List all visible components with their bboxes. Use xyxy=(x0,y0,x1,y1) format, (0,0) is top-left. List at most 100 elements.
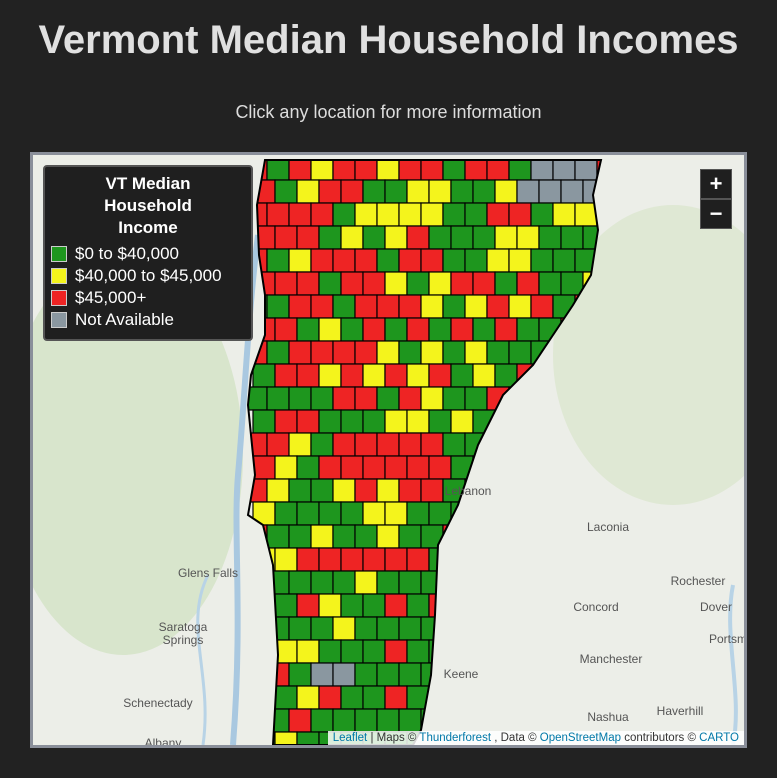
town[interactable] xyxy=(252,593,276,618)
town[interactable] xyxy=(296,317,320,342)
town[interactable] xyxy=(605,548,627,571)
town[interactable] xyxy=(288,616,312,641)
town[interactable] xyxy=(406,317,430,342)
town[interactable] xyxy=(516,501,540,526)
town[interactable] xyxy=(494,317,518,342)
town[interactable] xyxy=(494,685,518,710)
town[interactable] xyxy=(398,662,422,687)
town[interactable] xyxy=(310,294,334,319)
town[interactable] xyxy=(252,455,276,480)
town[interactable] xyxy=(538,271,562,296)
town[interactable] xyxy=(340,179,364,204)
town[interactable] xyxy=(582,685,605,710)
town[interactable] xyxy=(384,501,408,526)
town[interactable] xyxy=(340,547,364,572)
town[interactable] xyxy=(362,317,386,342)
town[interactable] xyxy=(494,547,518,572)
town[interactable] xyxy=(266,294,290,319)
town[interactable] xyxy=(450,179,474,204)
town[interactable] xyxy=(472,179,496,204)
town[interactable] xyxy=(362,501,386,526)
town[interactable] xyxy=(538,455,562,480)
town[interactable] xyxy=(376,386,400,411)
town[interactable] xyxy=(274,455,298,480)
town[interactable] xyxy=(310,662,334,687)
town[interactable] xyxy=(560,455,584,480)
town[interactable] xyxy=(274,685,298,710)
town[interactable] xyxy=(362,547,386,572)
town[interactable] xyxy=(318,409,342,434)
town[interactable] xyxy=(384,593,408,618)
town[interactable] xyxy=(428,363,452,388)
town[interactable] xyxy=(376,202,400,227)
town[interactable] xyxy=(354,708,378,733)
town[interactable] xyxy=(288,202,312,227)
town[interactable] xyxy=(428,317,452,342)
town[interactable] xyxy=(486,248,510,273)
town[interactable] xyxy=(384,363,408,388)
town[interactable] xyxy=(442,294,466,319)
town[interactable] xyxy=(530,478,554,503)
town[interactable] xyxy=(362,271,386,296)
town[interactable] xyxy=(420,616,444,641)
town[interactable] xyxy=(310,570,334,595)
town[interactable] xyxy=(494,455,518,480)
town[interactable] xyxy=(406,593,430,618)
town[interactable] xyxy=(530,524,554,549)
town[interactable] xyxy=(296,731,320,745)
town[interactable] xyxy=(428,271,452,296)
town[interactable] xyxy=(596,202,619,227)
town[interactable] xyxy=(296,639,320,664)
town[interactable] xyxy=(296,501,320,526)
town[interactable] xyxy=(552,570,576,595)
town[interactable] xyxy=(472,271,496,296)
town[interactable] xyxy=(530,662,554,687)
town[interactable] xyxy=(288,570,312,595)
town[interactable] xyxy=(296,455,320,480)
town[interactable] xyxy=(574,662,598,687)
town[interactable] xyxy=(398,202,422,227)
town[interactable] xyxy=(310,340,334,365)
town[interactable] xyxy=(428,455,452,480)
town[interactable] xyxy=(245,478,268,503)
town[interactable] xyxy=(354,570,378,595)
town[interactable] xyxy=(340,685,364,710)
town[interactable] xyxy=(274,409,298,434)
town[interactable] xyxy=(362,409,386,434)
town[interactable] xyxy=(354,662,378,687)
town[interactable] xyxy=(296,409,320,434)
town[interactable] xyxy=(332,616,356,641)
town[interactable] xyxy=(332,662,356,687)
town[interactable] xyxy=(376,294,400,319)
town[interactable] xyxy=(274,501,298,526)
town[interactable] xyxy=(354,524,378,549)
town[interactable] xyxy=(384,547,408,572)
town[interactable] xyxy=(340,501,364,526)
town[interactable] xyxy=(574,478,598,503)
town[interactable] xyxy=(274,363,298,388)
town[interactable] xyxy=(472,593,496,618)
town[interactable] xyxy=(582,547,605,572)
town[interactable] xyxy=(574,616,598,641)
town[interactable] xyxy=(464,570,488,595)
town[interactable] xyxy=(266,570,290,595)
town[interactable] xyxy=(464,708,488,733)
town[interactable] xyxy=(252,363,276,388)
town[interactable] xyxy=(340,593,364,618)
town[interactable] xyxy=(376,478,400,503)
town[interactable] xyxy=(398,432,422,457)
town[interactable] xyxy=(362,685,386,710)
town[interactable] xyxy=(442,202,466,227)
town[interactable] xyxy=(552,432,576,457)
town[interactable] xyxy=(472,455,496,480)
town[interactable] xyxy=(376,340,400,365)
town[interactable] xyxy=(354,616,378,641)
town[interactable] xyxy=(538,225,562,250)
town[interactable] xyxy=(406,363,430,388)
town[interactable] xyxy=(560,685,584,710)
town[interactable] xyxy=(486,524,510,549)
town[interactable] xyxy=(318,363,342,388)
town[interactable] xyxy=(450,317,474,342)
town[interactable] xyxy=(428,547,452,572)
town[interactable] xyxy=(494,271,518,296)
